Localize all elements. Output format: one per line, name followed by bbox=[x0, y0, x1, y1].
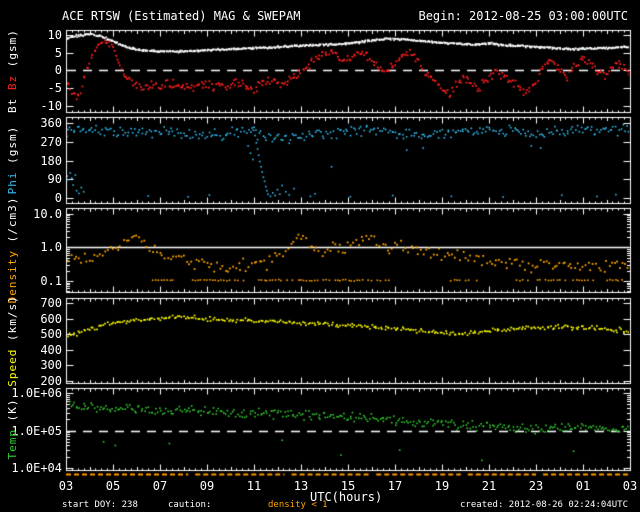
x-tick-label: 01 bbox=[575, 479, 591, 493]
y-tick-label: 1.0E+05 bbox=[11, 423, 62, 438]
x-tick-label: 21 bbox=[481, 479, 497, 493]
x-tick-label: 19 bbox=[434, 479, 450, 493]
axis-label-part: Phi bbox=[6, 171, 19, 195]
axis-label-part: (km/s) bbox=[6, 294, 19, 349]
x-tick-label: 09 bbox=[199, 479, 215, 493]
axis-label-part: Temp bbox=[6, 429, 19, 460]
y-tick-label: -10 bbox=[40, 98, 62, 113]
axis-label-phi: Phi (gsm) bbox=[6, 126, 19, 195]
y-tick-label: 5 bbox=[54, 45, 62, 60]
axis-label-part: Speed bbox=[6, 348, 19, 387]
start-doy-text: start DOY: 238 bbox=[62, 500, 138, 510]
axis-label-part: (gsm) bbox=[6, 125, 19, 172]
x-tick-label: 13 bbox=[293, 479, 309, 493]
axis-label-part: (gsm) bbox=[6, 29, 19, 75]
y-tick-label: 1.0E+06 bbox=[11, 386, 62, 400]
y-tick-label: 600 bbox=[40, 311, 62, 326]
y-tick-label: 270 bbox=[40, 134, 62, 149]
y-tick-label: 300 bbox=[40, 358, 62, 373]
x-tick-label: 17 bbox=[387, 479, 403, 493]
x-tick-label: 07 bbox=[152, 479, 168, 493]
axis-label-mag: Bt Bz (gsm) bbox=[6, 29, 19, 113]
x-tick-label: 11 bbox=[246, 479, 262, 493]
y-tick-label: 0.1 bbox=[40, 274, 62, 288]
axis-label-part: (K) bbox=[6, 398, 19, 429]
axis-label-density: Density (/cm3) bbox=[6, 197, 19, 304]
x-tick-label: 03 bbox=[58, 479, 74, 493]
y-tick-label: -5 bbox=[47, 81, 62, 96]
axis-label-part: Bt bbox=[6, 90, 19, 113]
begin-timestamp: Begin: 2012-08-25 03:00:00UTC bbox=[418, 9, 628, 23]
y-tick-label: 90 bbox=[47, 172, 62, 187]
y-tick-label: 0 bbox=[54, 191, 62, 205]
y-tick-label: 1.0E+04 bbox=[11, 461, 62, 475]
x-tick-label: 23 bbox=[528, 479, 544, 493]
axis-label-part: Bz bbox=[6, 74, 19, 91]
created-timestamp: created: 2012-08-26 02:24:04UTC bbox=[460, 500, 628, 510]
y-tick-label: 700 bbox=[40, 295, 62, 310]
y-tick-label: 200 bbox=[40, 373, 62, 388]
y-tick-label: 180 bbox=[40, 153, 62, 168]
caution-value: density < 1 bbox=[268, 500, 328, 510]
y-tick-label: 10 bbox=[47, 27, 62, 42]
axis-label-temp: Temp (K) bbox=[6, 399, 19, 460]
caution-label: caution: bbox=[168, 500, 212, 510]
axis-label-part: (/cm3) bbox=[6, 196, 19, 250]
y-tick-label: 1.0 bbox=[40, 240, 62, 255]
x-tick-label: 03 bbox=[622, 479, 638, 493]
axis-label-speed: Speed (km/s) bbox=[6, 295, 19, 386]
x-axis-label: UTC(hours) bbox=[310, 490, 383, 504]
y-tick-label: 500 bbox=[40, 327, 62, 342]
y-tick-label: 400 bbox=[40, 342, 62, 357]
y-tick-label: 10.0 bbox=[33, 206, 62, 221]
x-tick-label: 15 bbox=[340, 479, 356, 493]
page-title: ACE RTSW (Estimated) MAG & SWEPAM bbox=[62, 9, 301, 23]
x-tick-label: 05 bbox=[105, 479, 121, 493]
y-tick-label: 360 bbox=[40, 116, 62, 131]
y-tick-label: 0 bbox=[54, 63, 62, 78]
